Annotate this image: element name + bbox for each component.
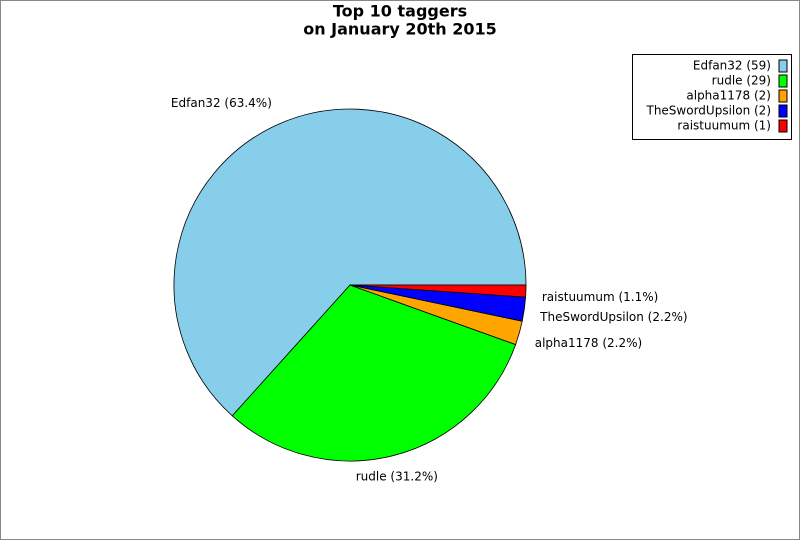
slice-label: TheSwordUpsilon (2.2%) [539,310,687,324]
legend-swatch [778,59,788,73]
legend-swatch [778,104,788,118]
pie-slice [173,108,527,417]
legend-label: Edfan32 (59) [693,59,771,73]
legend-swatch [778,74,788,88]
chart-title: Top 10 taggers [333,2,467,21]
pie-slice [349,284,527,298]
chart-title: on January 20th 2015 [303,20,497,39]
slice-label: alpha1178 (2.2%) [535,336,642,350]
legend-box [632,54,792,140]
slice-label: Edfan32 (63.4%) [171,96,272,110]
slice-label: raistuumum (1.1%) [542,290,658,304]
legend-label: rudle (29) [712,74,771,88]
legend-label: raistuumum (1) [677,119,771,133]
legend-label: TheSwordUpsilon (2) [645,104,771,118]
legend-label: alpha1178 (2) [686,89,771,103]
legend-swatch [778,89,788,103]
legend-swatch [778,119,788,133]
pie-slice [231,284,517,462]
slice-label: rudle (31.2%) [356,470,438,484]
